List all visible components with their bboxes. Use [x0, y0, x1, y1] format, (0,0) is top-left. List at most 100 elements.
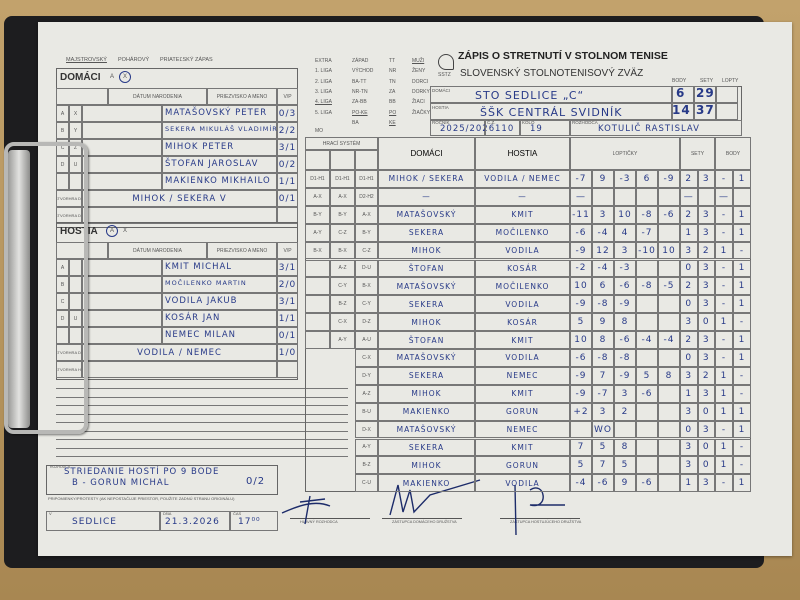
player-letter: D [56, 156, 69, 173]
set-score: 1 [680, 384, 698, 403]
guest-player-vp: 0/1 [277, 327, 298, 344]
system-pairing: B-X [305, 241, 330, 260]
system-pairing: D1-H1 [305, 170, 330, 188]
game-score [658, 259, 680, 278]
match-point: 1 [715, 313, 733, 332]
name-cell [162, 293, 277, 310]
match-point: — [715, 187, 733, 206]
system-pairing: C-Y [330, 277, 355, 296]
game-score: 5 [636, 366, 658, 385]
dob-cell [82, 259, 162, 276]
game-score [658, 438, 680, 457]
regions-item: ZÁPAD [352, 58, 369, 64]
guest-label: HOSTIA [432, 105, 449, 110]
system-pairing: C-Y [355, 295, 378, 314]
player-letter: B [56, 122, 69, 139]
system-pairing: A-X [330, 187, 355, 206]
sety-label: SETY [700, 78, 714, 84]
player-letter-alt: U [69, 156, 82, 173]
player-letter-alt [69, 173, 82, 190]
game-score: -8 [592, 349, 614, 367]
game-score: -7 [570, 170, 592, 188]
regions-item: ZA-BB [352, 99, 367, 106]
game-score: -2 [570, 259, 592, 278]
set-score: 2 [697, 241, 715, 260]
match-home-player: ŠTOFAN [378, 259, 475, 278]
match-point: 1 [715, 402, 733, 421]
system-subheader [330, 150, 355, 170]
game-score: -11 [570, 205, 592, 224]
guest-name-header: PRIEZVISKO A MENO [207, 242, 277, 259]
categories-item: DORKY [412, 88, 430, 95]
match-point: 1 [733, 223, 751, 242]
guest-points: 14 [672, 103, 691, 117]
system-pairing: D2-H2 [355, 187, 378, 206]
home-player-name: MIHOK PETER [165, 142, 235, 152]
referee-cell [570, 120, 742, 136]
categories-item: ŽIAČKY [412, 109, 431, 116]
game-score [636, 438, 658, 457]
match-point: 1 [715, 241, 733, 260]
player-letter-alt [69, 276, 82, 293]
game-score: 8 [614, 438, 636, 457]
player-letter: C [56, 139, 69, 156]
home-player-vp: 0/3 [277, 105, 298, 122]
game-score: -9 [614, 366, 636, 385]
match-home-player: MATAŠOVSKÝ [378, 277, 475, 296]
set-score: 3 [680, 313, 698, 332]
game-score [658, 384, 680, 403]
dob-cell [82, 293, 162, 310]
game-score: -6 [636, 474, 658, 493]
time-label: ČAS [233, 511, 242, 516]
match-guest-player: VODILA [475, 241, 570, 260]
home-label: DOMÁCI [432, 88, 450, 93]
game-score: -8 [636, 205, 658, 224]
blank-line [56, 447, 348, 449]
game-score [636, 187, 658, 206]
game-score: -4 [636, 331, 658, 349]
system-pairing: C-Z [330, 223, 355, 242]
system-pairing: C-Z [355, 241, 378, 260]
match-point: 1 [733, 420, 751, 439]
system-pairing [305, 259, 330, 278]
game-score: -9 [614, 295, 636, 314]
set-score: 3 [680, 241, 698, 260]
game-score: -6 [570, 223, 592, 242]
districts-item: NR [389, 68, 397, 75]
set-score: 2 [680, 277, 698, 296]
name-cell [162, 173, 277, 190]
set-score: 2 [697, 366, 715, 385]
game-score [636, 456, 658, 475]
system-pairing: D-X [355, 420, 378, 439]
home-doubles-vp: 0/1 [277, 190, 298, 207]
leagues-item: 2. LIGA [315, 78, 332, 85]
set-score: 0 [697, 456, 715, 475]
match-guest-player: VODILA [475, 474, 570, 493]
match-point: - [733, 313, 751, 332]
system-pairing: D1-H1 [330, 170, 355, 188]
match-home-player: MIHOK [378, 456, 475, 475]
categories-item: ŽENY [412, 68, 426, 75]
match-type-2: PRIATEĽSKÝ ZÁPAS [160, 57, 213, 63]
leagues-item: 3. LIGA [315, 88, 332, 95]
set-score: 3 [697, 223, 715, 242]
game-score: -6 [636, 384, 658, 403]
guest-score-cell [716, 103, 738, 120]
categories-item: DORCI [412, 78, 429, 85]
game-score [592, 187, 614, 206]
game-score: -9 [570, 241, 592, 260]
place-cell [46, 511, 160, 531]
game-score [614, 420, 636, 439]
scoresheet [38, 22, 792, 556]
match-guest-player: VODILA [475, 295, 570, 314]
regions-item: VÝCHOD [352, 68, 374, 75]
dob-cell [82, 173, 162, 190]
home-player-name: SEKERA MIKULÁŠ VLADIMÍR [165, 125, 278, 133]
match-point: - [733, 456, 751, 475]
name-cell [162, 156, 277, 173]
match-guest-player: VODILA / NEMEC [475, 170, 570, 188]
signature-line [500, 518, 580, 519]
round-label: KOLO [522, 120, 535, 125]
match-point: 1 [733, 170, 751, 188]
home-player-vp: 1/1 [277, 173, 298, 190]
